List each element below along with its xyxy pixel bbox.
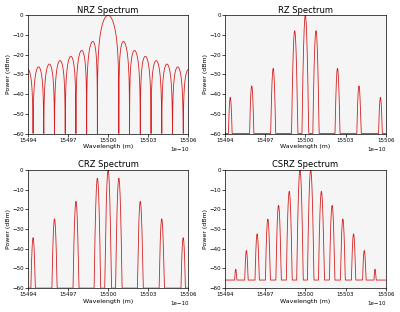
- Y-axis label: Power (dBm): Power (dBm): [203, 54, 208, 95]
- Y-axis label: Power (dBm): Power (dBm): [6, 54, 10, 95]
- Title: RZ Spectrum: RZ Spectrum: [278, 6, 333, 15]
- Title: CSRZ Spectrum: CSRZ Spectrum: [272, 160, 338, 169]
- Title: CRZ Spectrum: CRZ Spectrum: [78, 160, 138, 169]
- Title: NRZ Spectrum: NRZ Spectrum: [78, 6, 139, 15]
- Y-axis label: Power (dBm): Power (dBm): [203, 209, 208, 249]
- X-axis label: Wavelength (m): Wavelength (m): [83, 144, 133, 149]
- X-axis label: Wavelength (m): Wavelength (m): [83, 299, 133, 304]
- X-axis label: Wavelength (m): Wavelength (m): [280, 144, 330, 149]
- Y-axis label: Power (dBm): Power (dBm): [6, 209, 10, 249]
- X-axis label: Wavelength (m): Wavelength (m): [280, 299, 330, 304]
